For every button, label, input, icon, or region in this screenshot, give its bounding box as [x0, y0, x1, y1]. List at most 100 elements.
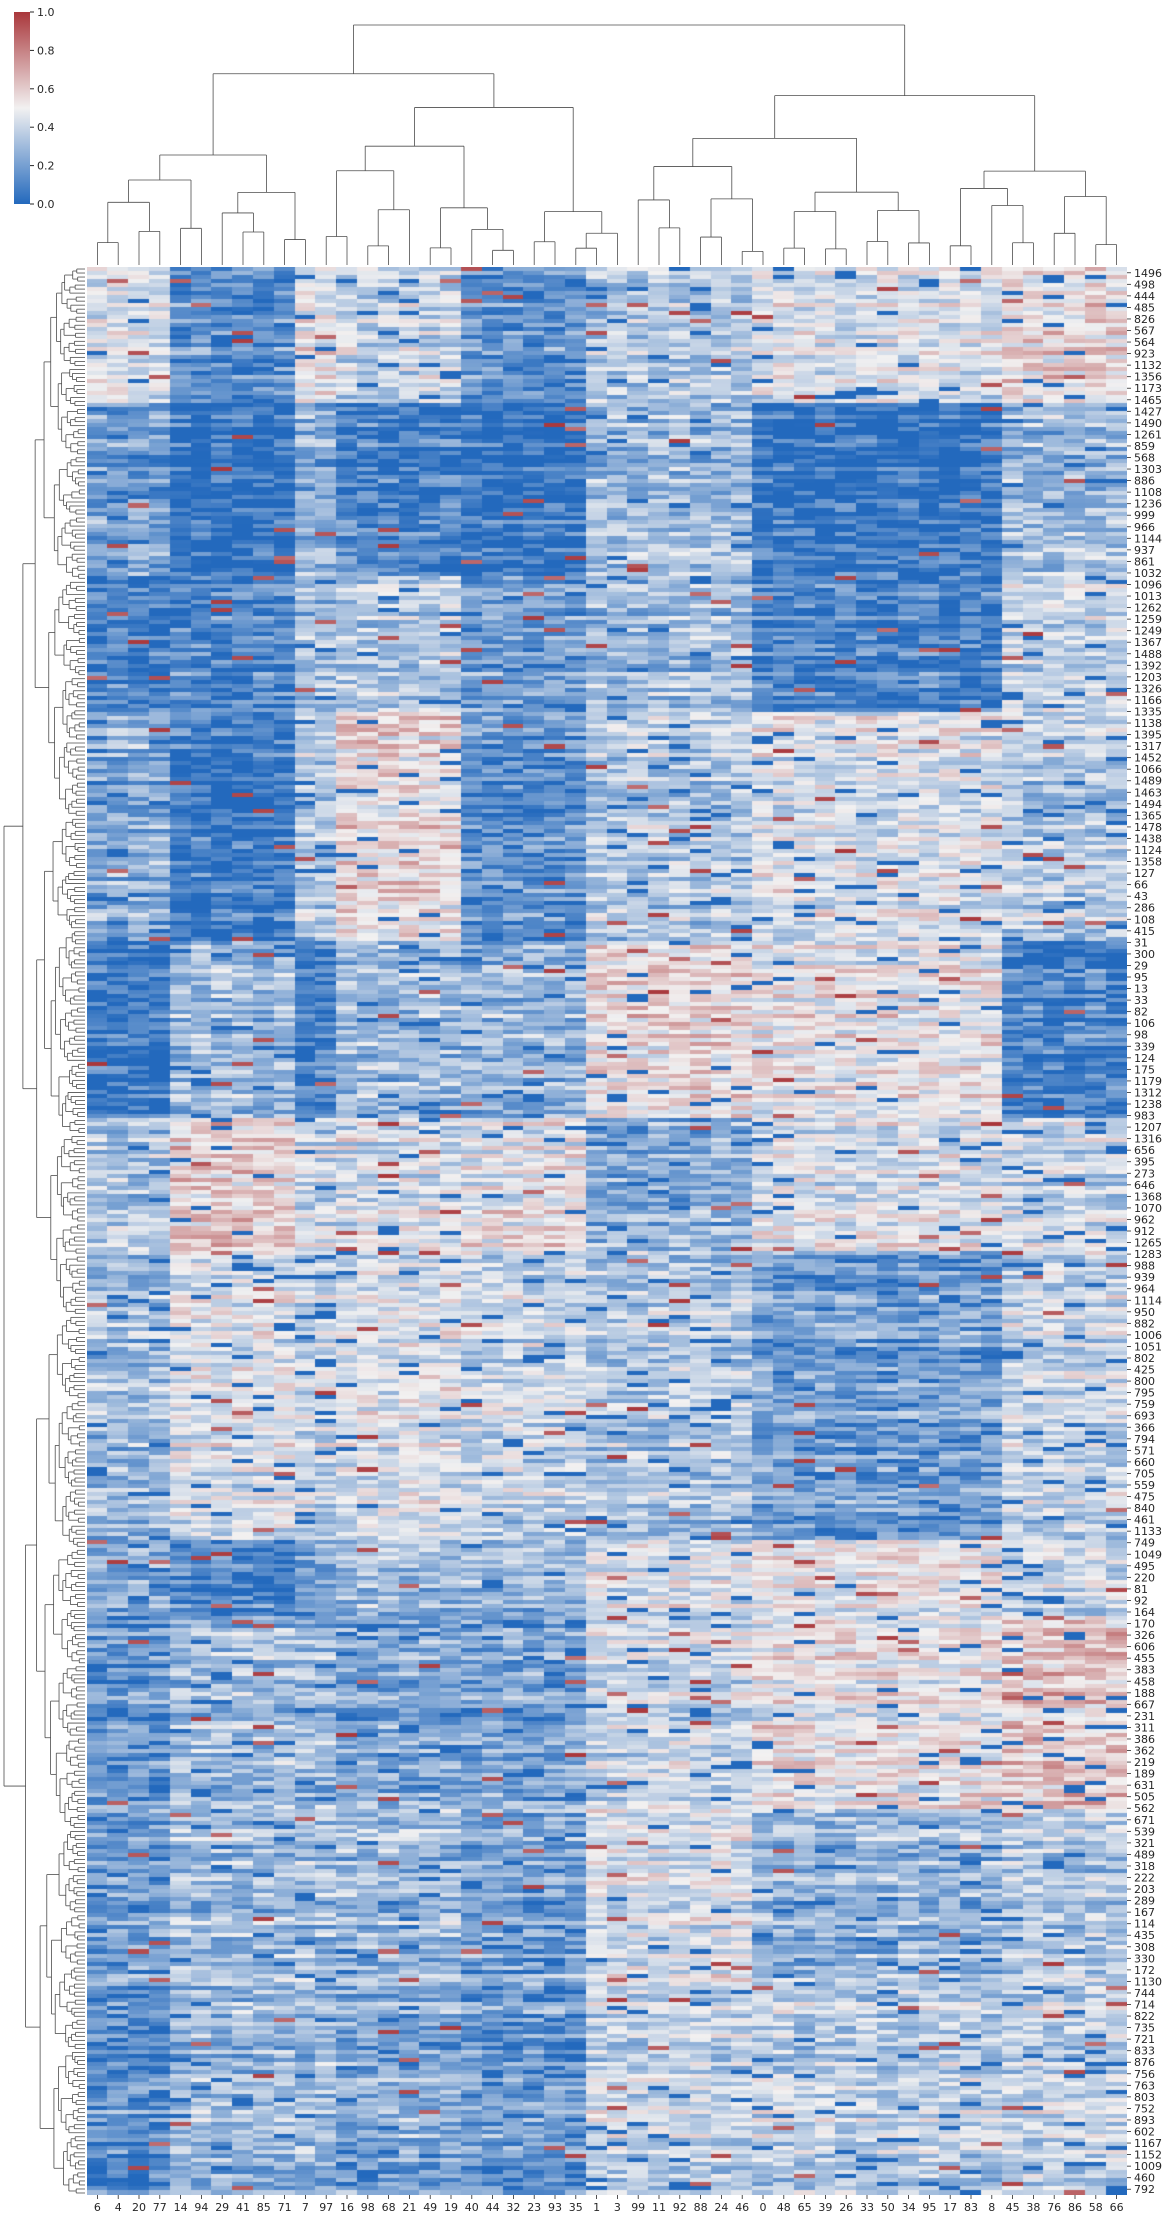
- y-tick-label: 188: [1134, 1687, 1155, 1700]
- y-tick-label: 455: [1134, 1652, 1155, 1665]
- x-tick-label: 26: [839, 2201, 853, 2214]
- y-tick-label: 721: [1134, 2033, 1155, 2046]
- y-tick-label: 1494: [1134, 798, 1162, 811]
- x-tick-label: 83: [964, 2201, 978, 2214]
- y-tick-label: 1249: [1134, 625, 1162, 638]
- x-tick-label: 45: [1006, 2201, 1020, 2214]
- y-tick-label: 43: [1134, 890, 1148, 903]
- x-tick-label: 77: [153, 2201, 167, 2214]
- y-tick-label: 1427: [1134, 405, 1162, 418]
- x-tick-label: 35: [569, 2201, 583, 2214]
- y-tick-label: 800: [1134, 1375, 1155, 1388]
- y-tick-label: 562: [1134, 1802, 1155, 1815]
- y-tick-label: 693: [1134, 1410, 1155, 1423]
- x-tick-label: 92: [673, 2201, 687, 2214]
- x-tick-label: 29: [215, 2201, 229, 2214]
- y-tick-label: 1316: [1134, 1133, 1162, 1146]
- y-tick-label: 362: [1134, 1745, 1155, 1758]
- x-tick-label: 88: [694, 2201, 708, 2214]
- y-axis-tick-labels: 1496498444485826567564923113213561173146…: [1127, 267, 1162, 2196]
- y-tick-label: 13: [1134, 983, 1148, 996]
- x-tick-label: 33: [860, 2201, 874, 2214]
- y-tick-label: 714: [1134, 1999, 1155, 2012]
- y-tick-label: 1303: [1134, 463, 1162, 476]
- y-tick-label: 705: [1134, 1467, 1155, 1480]
- y-tick-label: 1032: [1134, 567, 1162, 580]
- x-tick-label: 71: [278, 2201, 292, 2214]
- y-tick-label: 1096: [1134, 578, 1162, 591]
- y-tick-label: 1203: [1134, 671, 1162, 684]
- y-tick-label: 794: [1134, 1433, 1155, 1446]
- y-tick-label: 861: [1134, 555, 1155, 568]
- y-tick-label: 124: [1134, 1052, 1155, 1065]
- y-tick-label: 602: [1134, 2126, 1155, 2139]
- y-tick-label: 1261: [1134, 428, 1162, 441]
- y-tick-label: 175: [1134, 1063, 1155, 1076]
- y-tick-label: 95: [1134, 971, 1148, 984]
- y-tick-label: 164: [1134, 1606, 1155, 1619]
- y-tick-label: 1049: [1134, 1548, 1162, 1561]
- y-tick-label: 826: [1134, 313, 1155, 326]
- y-tick-label: 1465: [1134, 394, 1162, 407]
- y-tick-label: 1051: [1134, 1340, 1162, 1353]
- x-tick-label: 97: [319, 2201, 333, 2214]
- x-tick-label: 49: [423, 2201, 437, 2214]
- y-tick-label: 840: [1134, 1502, 1155, 1515]
- y-tick-label: 999: [1134, 509, 1155, 522]
- y-tick-label: 1452: [1134, 752, 1162, 765]
- y-tick-label: 744: [1134, 1987, 1155, 2000]
- y-tick-label: 1392: [1134, 659, 1162, 672]
- y-tick-label: 31: [1134, 936, 1148, 949]
- colorbar-gradient: [14, 12, 30, 204]
- y-tick-label: 539: [1134, 1825, 1155, 1838]
- y-tick-label: 489: [1134, 1848, 1155, 1861]
- y-tick-label: 172: [1134, 1964, 1155, 1977]
- x-tick-label: 23: [527, 2201, 541, 2214]
- y-tick-label: 460: [1134, 2172, 1155, 2185]
- y-tick-label: 567: [1134, 324, 1155, 337]
- y-tick-label: 1463: [1134, 786, 1162, 799]
- colorbar-tick-label: 1.0: [37, 6, 55, 19]
- y-tick-label: 273: [1134, 1167, 1155, 1180]
- x-tick-label: 95: [922, 2201, 936, 2214]
- y-tick-label: 435: [1134, 1929, 1155, 1942]
- y-tick-label: 231: [1134, 1710, 1155, 1723]
- y-tick-label: 631: [1134, 1779, 1155, 1792]
- y-tick-label: 189: [1134, 1768, 1155, 1781]
- y-tick-label: 893: [1134, 2114, 1155, 2127]
- y-tick-label: 802: [1134, 1352, 1155, 1365]
- y-tick-label: 988: [1134, 1260, 1155, 1273]
- y-tick-label: 33: [1134, 994, 1148, 1007]
- y-tick-label: 1490: [1134, 417, 1162, 430]
- y-tick-label: 383: [1134, 1664, 1155, 1677]
- x-tick-label: 85: [257, 2201, 271, 2214]
- y-tick-label: 571: [1134, 1444, 1155, 1457]
- x-tick-label: 66: [1110, 2201, 1124, 2214]
- x-tick-label: 98: [361, 2201, 375, 2214]
- y-tick-label: 962: [1134, 1213, 1155, 1226]
- y-tick-label: 1009: [1134, 2160, 1162, 2173]
- y-tick-label: 886: [1134, 475, 1155, 488]
- x-tick-label: 3: [614, 2201, 621, 2214]
- y-tick-label: 1124: [1134, 844, 1162, 857]
- x-tick-label: 32: [506, 2201, 520, 2214]
- x-tick-label: 44: [486, 2201, 500, 2214]
- y-tick-label: 876: [1134, 2056, 1155, 2069]
- x-tick-label: 34: [902, 2201, 916, 2214]
- y-tick-label: 475: [1134, 1491, 1155, 1504]
- y-tick-label: 1358: [1134, 856, 1162, 869]
- y-tick-label: 660: [1134, 1456, 1155, 1469]
- y-tick-label: 822: [1134, 2010, 1155, 2023]
- x-tick-label: 86: [1068, 2201, 1082, 2214]
- y-tick-label: 606: [1134, 1641, 1155, 1654]
- y-tick-label: 1070: [1134, 1202, 1162, 1215]
- x-axis-tick-labels: 6 4 20 77 14 94 29 41 85 71 7 97 16 98 68 21 49 19 40 44 32 2…: [94, 2195, 1124, 2214]
- y-tick-label: 1335: [1134, 705, 1162, 718]
- y-tick-label: 300: [1134, 948, 1155, 961]
- y-tick-label: 127: [1134, 867, 1155, 880]
- x-tick-label: 1: [593, 2201, 600, 2214]
- row-dendrogram: [3, 268, 85, 2194]
- y-tick-label: 912: [1134, 1225, 1155, 1238]
- y-tick-label: 1144: [1134, 532, 1162, 545]
- y-tick-label: 833: [1134, 2045, 1155, 2058]
